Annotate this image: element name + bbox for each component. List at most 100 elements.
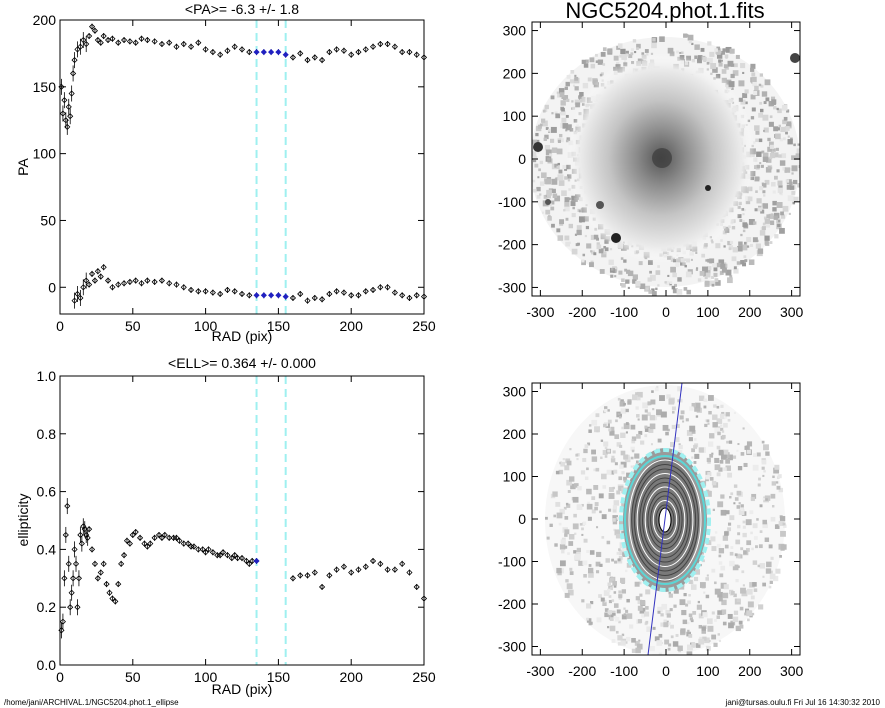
data-point — [340, 47, 347, 54]
data-point — [151, 278, 158, 285]
x-tick-label: -200 — [568, 663, 596, 679]
x-tick-label: -300 — [526, 663, 554, 679]
x-tick-label: 50 — [125, 669, 141, 685]
data-point — [333, 46, 340, 53]
data-point — [217, 552, 224, 559]
data-point — [123, 537, 131, 544]
data-point — [97, 39, 104, 46]
isophote-image — [545, 383, 787, 655]
y-tick-label: 0.6 — [37, 484, 57, 500]
data-point — [297, 290, 304, 298]
data-point — [62, 526, 69, 543]
x-tick-label: 200 — [340, 318, 364, 334]
y-tick-label: 150 — [33, 79, 57, 95]
data-point — [209, 289, 216, 296]
y-tick-label: -200 — [498, 237, 526, 253]
data-point — [297, 50, 304, 57]
data-point — [91, 27, 99, 34]
data-point — [115, 39, 122, 46]
data-point — [80, 279, 87, 296]
data-point — [355, 292, 362, 299]
y-tick-label: 300 — [503, 384, 527, 400]
data-point — [187, 286, 195, 294]
data-point — [231, 43, 238, 50]
data-point — [246, 292, 253, 299]
data-point — [220, 549, 227, 556]
data-point — [304, 297, 311, 304]
pa-y-label: PA — [15, 158, 31, 176]
data-point — [141, 540, 148, 547]
y-tick-label: -200 — [498, 596, 526, 612]
data-point — [81, 521, 88, 538]
y-tick-label: -300 — [498, 639, 526, 655]
data-point — [115, 581, 122, 588]
data-point — [166, 39, 173, 46]
data-point — [155, 531, 163, 539]
data-point — [70, 570, 77, 587]
x-tick-label: 100 — [696, 304, 720, 320]
data-point — [180, 284, 187, 291]
data-point — [80, 32, 87, 49]
data-point — [100, 264, 107, 271]
data-point — [253, 557, 260, 565]
data-point — [91, 560, 99, 567]
y-tick-label: -300 — [498, 279, 526, 295]
y-tick-label: 100 — [33, 146, 57, 162]
x-tick-label: -200 — [568, 304, 596, 320]
data-point — [406, 294, 413, 302]
data-point — [126, 278, 133, 285]
y-tick-label: 100 — [503, 108, 527, 124]
x-tick-label: 100 — [194, 318, 218, 334]
y-tick-label: 0 — [518, 511, 526, 527]
data-point — [333, 566, 340, 573]
y-tick-label: -100 — [498, 554, 526, 570]
data-point — [144, 543, 151, 550]
data-point — [71, 292, 78, 309]
data-point — [362, 288, 369, 295]
data-point — [71, 541, 78, 558]
data-point — [413, 583, 420, 591]
data-point — [243, 557, 250, 565]
data-point — [151, 38, 158, 45]
x-tick-label: 250 — [412, 669, 436, 685]
y-tick-label: 0.8 — [37, 426, 57, 442]
data-point — [70, 65, 77, 82]
galaxy-image-ticks: -300 -200 -100 0 100 200 300 -300 -200 -100 0 100 20… — [498, 22, 804, 320]
y-tick-label: 0 — [48, 279, 56, 295]
data-point — [326, 49, 333, 56]
data-point — [97, 273, 104, 280]
data-point — [268, 292, 275, 299]
data-point — [340, 289, 347, 296]
data-point — [246, 560, 253, 567]
data-point — [176, 537, 183, 544]
data-point — [161, 531, 168, 539]
data-point — [195, 288, 202, 295]
y-tick-label: 200 — [503, 65, 527, 81]
data-point — [304, 57, 311, 64]
isophote-image-ticks: -300 -200 -100 0 100 200 300 -300 -200 -100 0 100 20… — [498, 383, 804, 679]
data-point — [64, 498, 71, 515]
data-point — [109, 35, 116, 42]
data-point — [275, 292, 282, 299]
galaxy-image-title: NGC5204.phot.1.fits — [565, 0, 764, 23]
data-point — [173, 534, 180, 541]
data-point — [120, 36, 128, 44]
y-tick-label: 0.0 — [37, 657, 57, 673]
data-point — [61, 92, 68, 109]
x-tick-label: 200 — [340, 669, 364, 685]
y-tick-label: 200 — [503, 426, 527, 442]
data-point — [260, 292, 267, 299]
data-point — [282, 51, 289, 58]
data-point — [217, 51, 224, 58]
data-point — [88, 270, 96, 277]
data-point — [68, 85, 75, 102]
data-point — [224, 552, 231, 559]
data-point — [297, 572, 304, 579]
data-point — [311, 54, 318, 61]
pa-plot-frame — [59, 19, 425, 315]
y-tick-label: 0 — [518, 151, 526, 167]
data-point — [86, 526, 93, 533]
pa-plot: 0 50 100 150 200 250 0 50 100 150 200 <PA>= -6.3 +… — [15, 1, 436, 344]
data-point — [173, 281, 180, 288]
data-point — [391, 566, 398, 573]
